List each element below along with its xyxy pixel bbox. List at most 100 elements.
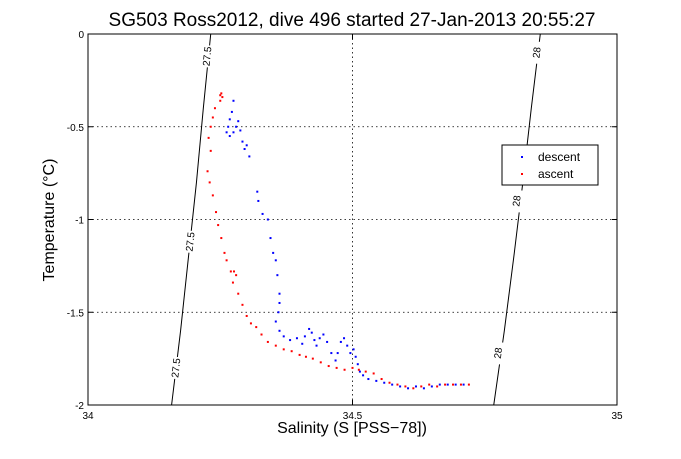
descent-point — [274, 320, 277, 323]
descent-point — [399, 385, 402, 388]
descent-point — [257, 199, 260, 202]
ascent-point — [444, 383, 447, 386]
descent-point — [303, 335, 306, 338]
descent-point — [278, 292, 281, 295]
descent-point — [315, 344, 318, 347]
descent-point — [289, 339, 292, 342]
ascent-point — [412, 387, 415, 390]
descent-point — [232, 131, 235, 134]
ascent-point — [231, 281, 234, 284]
ascent-point — [380, 378, 383, 381]
descent-point — [356, 363, 359, 366]
ascent-point — [217, 224, 220, 227]
ascent-point — [220, 237, 223, 240]
ascent-point — [229, 270, 232, 273]
descent-point — [414, 385, 417, 388]
ascent-point — [388, 381, 391, 384]
descent-point — [383, 381, 386, 384]
contour-label-background — [491, 341, 505, 365]
y-tick-label: 0 — [78, 30, 84, 41]
y-tick-label: -1.5 — [67, 308, 85, 319]
ascent-point — [304, 355, 307, 358]
descent-point — [232, 99, 235, 102]
ascent-point — [225, 259, 228, 262]
plot-area: 27.5 27.5 27.5 28 28 28 34 34.5 35 0 -0.5 -1 -1.5 -2 d… — [67, 30, 623, 422]
descent-point — [430, 385, 433, 388]
ascent-point — [249, 322, 252, 325]
descent-point — [272, 251, 275, 254]
descent-point — [352, 348, 355, 351]
ascent-point — [241, 303, 244, 306]
legend-label-ascent: ascent — [538, 167, 574, 181]
ascent-point — [396, 383, 399, 386]
descent-point — [367, 378, 370, 381]
descent-point — [228, 135, 231, 138]
legend-marker-descent — [521, 156, 523, 158]
descent-point — [362, 374, 365, 377]
ascent-point — [351, 366, 354, 369]
ascent-point — [335, 366, 338, 369]
contour-label-background — [200, 44, 214, 68]
descent-point — [230, 110, 233, 113]
y-tick-label: -0.5 — [67, 123, 85, 134]
descent-point — [313, 339, 316, 342]
ascent-point — [206, 170, 209, 173]
ascent-point — [219, 94, 222, 97]
contour-label: 27.5 — [185, 231, 198, 252]
ascent-point — [211, 116, 214, 119]
ascent-point — [208, 181, 211, 184]
ascent-point — [319, 361, 322, 364]
descent-point — [243, 148, 246, 151]
contour-label-background — [530, 41, 543, 65]
ascent-point — [436, 385, 439, 388]
ascent-point — [298, 353, 301, 356]
descent-point — [237, 120, 240, 123]
descent-point — [274, 259, 277, 262]
legend-box — [501, 144, 599, 186]
descent-point — [245, 144, 248, 147]
descent-point — [278, 301, 281, 304]
contour-label: 28 — [493, 347, 505, 360]
descent-point — [358, 370, 361, 373]
descent-point — [301, 342, 304, 345]
descent-point — [454, 383, 457, 386]
ascent-point — [364, 370, 367, 373]
ascent-point — [428, 383, 431, 386]
density-contour-line — [171, 34, 212, 405]
descent-point — [248, 155, 251, 158]
ascent-point — [343, 368, 346, 371]
ascent-point — [255, 326, 258, 329]
descent-point — [256, 190, 259, 193]
ascent-point — [260, 333, 263, 336]
contour-label: 27.5 — [170, 357, 183, 378]
contour-label-background — [169, 356, 182, 380]
ascent-point — [213, 107, 216, 110]
descent-point — [276, 274, 279, 277]
legend-marker-ascent — [521, 173, 523, 175]
ascent-point — [245, 314, 248, 317]
descent-point — [310, 331, 313, 334]
ascent-point — [215, 211, 218, 214]
series-descent — [225, 99, 465, 390]
ascent-point — [404, 385, 407, 388]
ascent-point — [311, 357, 314, 360]
descent-point — [308, 327, 311, 330]
descent-point — [322, 333, 325, 336]
descent-point — [269, 237, 272, 240]
x-tick-label: 35 — [611, 411, 623, 422]
descent-point — [407, 387, 410, 390]
chart-title: SG503 Ross2012, dive 496 started 27-Jan-… — [109, 10, 596, 31]
contour-label-background — [510, 189, 523, 213]
descent-point — [266, 218, 269, 221]
ascent-point — [327, 365, 330, 368]
descent-point — [277, 311, 280, 314]
descent-point — [228, 118, 231, 121]
y-axis-label: Temperature (°C) — [41, 159, 58, 282]
ascent-point — [467, 383, 470, 386]
descent-point — [346, 344, 349, 347]
series-ascent — [206, 92, 470, 390]
descent-point — [235, 125, 238, 128]
ascent-point — [235, 274, 238, 277]
ascent-point — [266, 340, 269, 343]
ascent-point — [420, 385, 423, 388]
